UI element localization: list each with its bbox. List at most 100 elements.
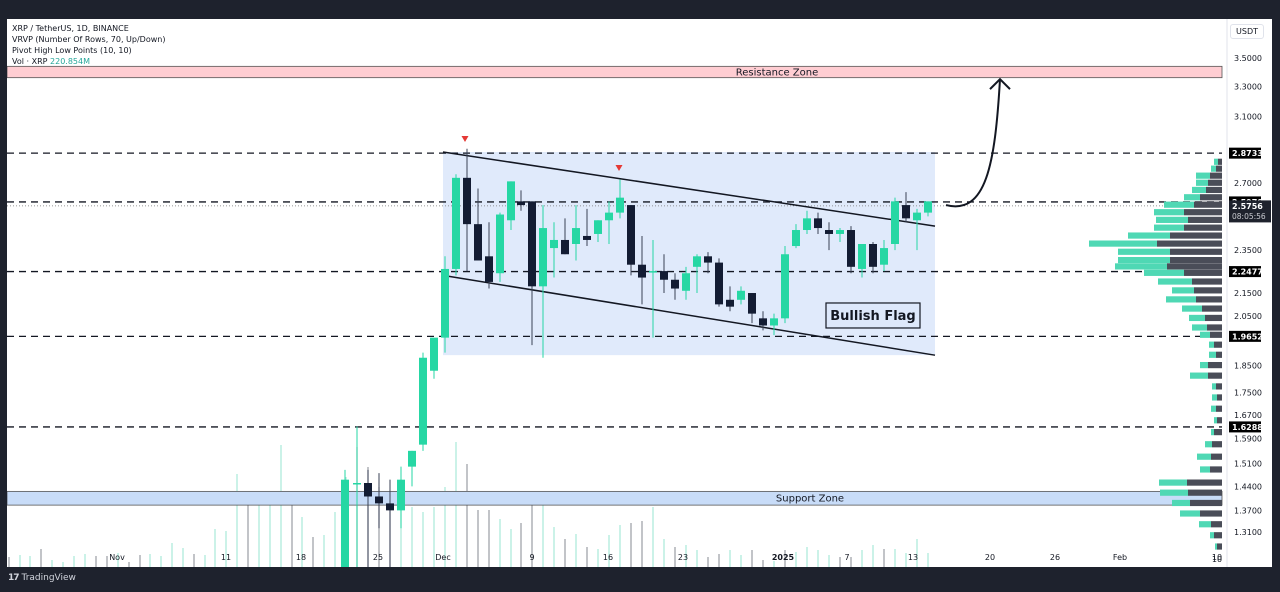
candle[interactable] xyxy=(858,243,866,278)
profile-bar-up xyxy=(1197,453,1211,460)
profile-bar-up xyxy=(1211,405,1216,412)
candle[interactable] xyxy=(671,273,679,300)
candle[interactable] xyxy=(660,254,668,294)
candle[interactable] xyxy=(507,181,515,231)
candle[interactable] xyxy=(770,313,778,336)
candle[interactable] xyxy=(583,208,591,247)
flag-pattern-area[interactable] xyxy=(443,152,935,356)
candle[interactable] xyxy=(463,148,471,272)
flag-lower-trendline[interactable] xyxy=(442,274,936,356)
candle[interactable] xyxy=(704,252,712,274)
candle[interactable] xyxy=(496,212,504,282)
chart-frame[interactable]: Resistance Zone Support Zone Bullish Flag 1… xyxy=(7,19,1272,567)
candle[interactable] xyxy=(627,205,635,276)
profile-bar-down xyxy=(1217,417,1222,424)
profile-bar-up xyxy=(1166,296,1196,303)
candle[interactable] xyxy=(452,174,460,276)
candle[interactable] xyxy=(759,311,767,331)
candle[interactable] xyxy=(605,201,613,244)
candle[interactable] xyxy=(386,479,394,567)
price-level-tag[interactable] xyxy=(1229,421,1261,433)
tradingview-footer: 17 TradingView xyxy=(8,573,76,583)
candle[interactable] xyxy=(715,258,723,307)
candle[interactable] xyxy=(902,192,910,223)
candle[interactable] xyxy=(649,239,657,338)
candle[interactable] xyxy=(474,188,482,261)
candle[interactable] xyxy=(847,226,855,274)
indicator-volume[interactable]: Vol · XRP 220.854M xyxy=(12,56,165,67)
volume-profile[interactable] xyxy=(1089,158,1222,550)
profile-bar-down xyxy=(1216,351,1222,358)
resistance-zone-box[interactable] xyxy=(7,65,1223,79)
profile-bar-down xyxy=(1187,479,1222,486)
indicator-pivots[interactable]: Pivot High Low Points (10, 10) xyxy=(12,46,132,55)
price-level-value: 2.8733 xyxy=(1232,149,1263,158)
price-level-tag[interactable] xyxy=(1229,330,1261,342)
symbol-title[interactable]: XRP / TetherUS, 1D, BINANCE xyxy=(12,24,129,33)
currency-button[interactable]: USDT xyxy=(1230,24,1264,39)
candle[interactable] xyxy=(880,239,888,272)
candle[interactable] xyxy=(550,222,558,278)
candle[interactable] xyxy=(517,190,525,211)
flag-upper-trendline[interactable] xyxy=(442,151,936,227)
candle[interactable] xyxy=(594,220,602,242)
candle[interactable] xyxy=(682,266,690,300)
price-level-tag[interactable] xyxy=(1229,147,1261,159)
candle[interactable] xyxy=(814,212,822,234)
profile-bar-up xyxy=(1205,441,1212,448)
candle-body xyxy=(441,268,449,338)
candle[interactable] xyxy=(748,293,756,324)
profile-bar-down xyxy=(1194,287,1222,294)
indicator-vrvp[interactable]: VRVP (Number Of Rows, 70, Up/Down) xyxy=(12,35,166,44)
candle[interactable] xyxy=(616,179,624,219)
profile-bar-up xyxy=(1212,394,1217,401)
candle[interactable] xyxy=(572,205,580,261)
candle[interactable] xyxy=(803,210,811,234)
current-price-tag[interactable] xyxy=(1229,200,1271,223)
candle-body xyxy=(814,218,822,229)
candle[interactable] xyxy=(869,241,877,274)
candle[interactable] xyxy=(353,426,361,567)
candle[interactable] xyxy=(364,469,372,567)
candle[interactable] xyxy=(430,337,438,379)
candle-body xyxy=(715,262,723,305)
candle[interactable] xyxy=(726,286,734,312)
candle[interactable] xyxy=(638,235,646,305)
chart-canvas[interactable]: Resistance Zone Support Zone Bullish Flag 1… xyxy=(7,19,1272,567)
candle[interactable] xyxy=(825,222,833,251)
candle-body xyxy=(517,201,525,206)
time-axis[interactable]: Nov 11 18 25 Dec 9 16 23 2025 7 13 20 26 Feb 10 xyxy=(109,553,1222,562)
candle[interactable] xyxy=(441,256,449,353)
bullish-flag-label[interactable]: Bullish Flag xyxy=(825,302,921,329)
candle[interactable] xyxy=(419,352,427,451)
candle[interactable] xyxy=(836,228,844,242)
candle[interactable] xyxy=(539,205,547,358)
candle-body xyxy=(539,228,547,287)
candle[interactable] xyxy=(561,218,569,255)
support-zone[interactable]: Support Zone xyxy=(7,490,1223,506)
price-level-tag[interactable] xyxy=(1229,266,1261,278)
price-axis[interactable]: 3.5000 3.3000 3.1000 2.7000 2.3500 2.1500 2.05… xyxy=(1226,19,1271,567)
candle[interactable] xyxy=(341,469,349,567)
candle[interactable] xyxy=(693,254,701,294)
candle[interactable] xyxy=(397,466,405,529)
resistance-zone[interactable]: Resistance Zone xyxy=(7,65,1223,79)
candlestick-series[interactable] xyxy=(341,148,932,567)
candle[interactable] xyxy=(375,473,383,529)
profile-bar-up xyxy=(1118,256,1170,264)
projection-arrow[interactable] xyxy=(945,79,1001,208)
candle[interactable] xyxy=(737,286,745,305)
profile-bar-up xyxy=(1144,269,1184,276)
candle[interactable] xyxy=(913,208,921,251)
candle[interactable] xyxy=(792,224,800,249)
candle[interactable] xyxy=(408,450,416,487)
candle[interactable] xyxy=(485,222,493,289)
support-zone-box[interactable] xyxy=(7,490,1223,506)
candle[interactable] xyxy=(781,246,789,324)
candle[interactable] xyxy=(924,201,932,217)
candle[interactable] xyxy=(891,197,899,251)
candle-body xyxy=(430,337,438,371)
profile-bar-up xyxy=(1192,186,1206,194)
profile-bar-down xyxy=(1217,543,1222,550)
candle[interactable] xyxy=(528,201,536,346)
